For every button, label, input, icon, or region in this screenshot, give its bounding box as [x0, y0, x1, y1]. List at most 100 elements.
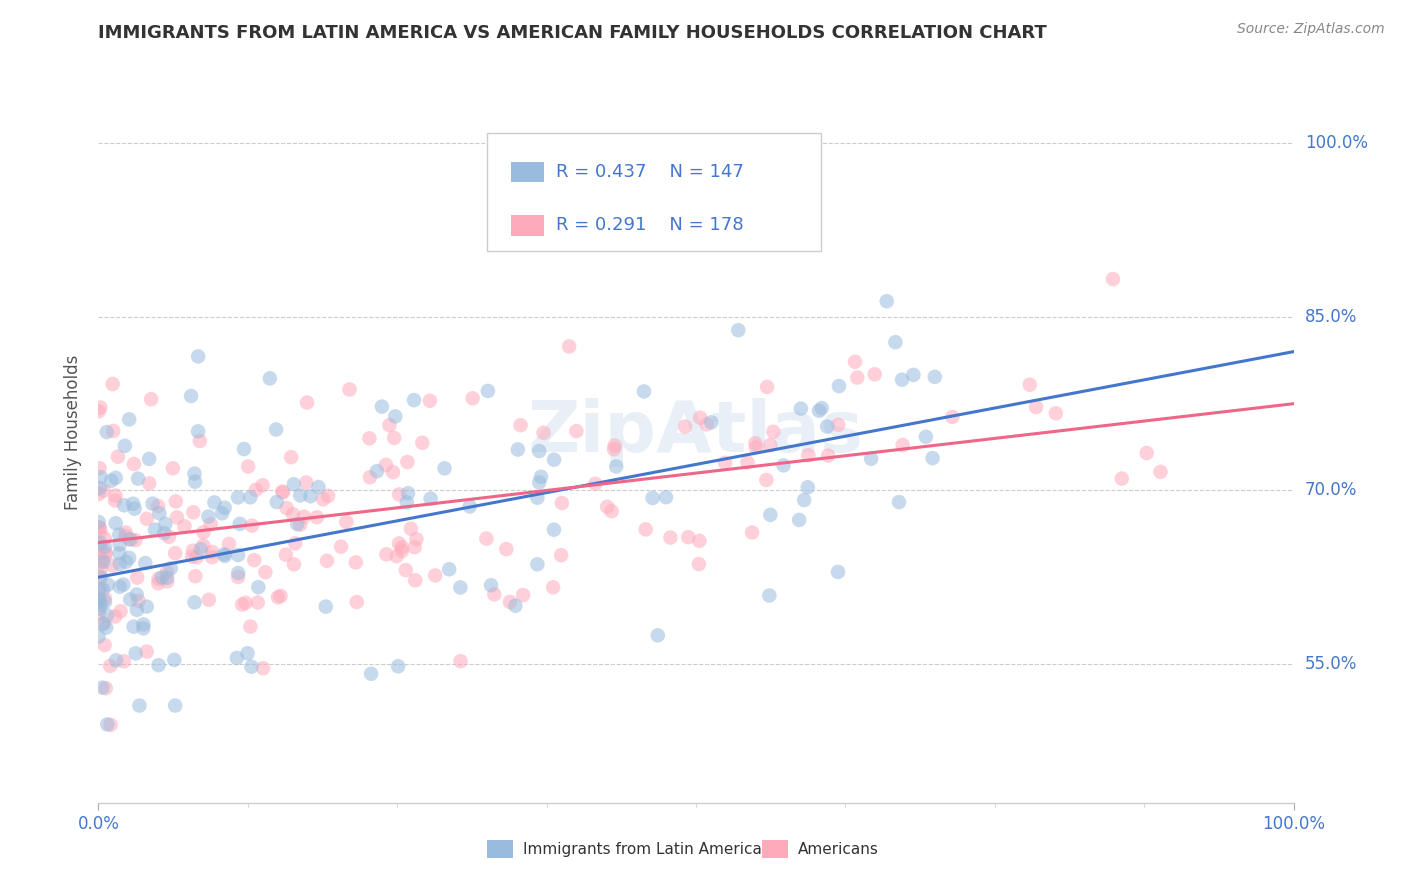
- Point: [163, 653, 186, 667]
- Point: [134, 556, 156, 570]
- Point: [193, 539, 215, 553]
- Point: [165, 698, 187, 713]
- Point: [1045, 406, 1067, 420]
- Point: [87, 591, 110, 606]
- Point: [114, 439, 136, 453]
- Point: [150, 570, 173, 584]
- Point: [155, 516, 177, 531]
- Point: [128, 698, 150, 713]
- Point: [201, 545, 224, 559]
- Point: [94, 547, 117, 561]
- Point: [797, 448, 820, 462]
- FancyBboxPatch shape: [510, 215, 544, 235]
- Point: [108, 557, 131, 571]
- Point: [91, 617, 114, 632]
- Point: [737, 455, 759, 469]
- Point: [87, 595, 110, 609]
- Point: [139, 392, 162, 407]
- Text: Source: ZipAtlas.com: Source: ZipAtlas.com: [1237, 22, 1385, 37]
- Point: [148, 576, 170, 591]
- Point: [689, 410, 711, 425]
- Point: [276, 501, 298, 516]
- Point: [359, 431, 381, 445]
- Point: [815, 419, 838, 434]
- Point: [425, 568, 447, 582]
- Point: [495, 542, 517, 557]
- Point: [181, 543, 204, 558]
- Point: [505, 599, 527, 613]
- Point: [183, 467, 205, 481]
- Point: [89, 401, 111, 415]
- Point: [156, 571, 179, 585]
- Point: [104, 488, 127, 502]
- Point: [385, 549, 408, 564]
- Point: [396, 486, 419, 500]
- Point: [700, 415, 723, 429]
- Point: [104, 493, 127, 508]
- Point: [94, 532, 117, 546]
- Point: [551, 496, 574, 510]
- Point: [218, 537, 240, 551]
- Point: [246, 595, 269, 609]
- Point: [148, 572, 170, 586]
- Point: [87, 592, 110, 607]
- Point: [810, 401, 832, 415]
- Point: [124, 647, 146, 661]
- Point: [335, 515, 357, 529]
- Point: [659, 531, 682, 545]
- Point: [745, 441, 768, 455]
- Point: [741, 525, 763, 540]
- Point: [267, 591, 290, 605]
- Point: [204, 495, 226, 509]
- Point: [214, 549, 236, 563]
- Point: [135, 512, 157, 526]
- FancyBboxPatch shape: [486, 840, 513, 858]
- Point: [808, 403, 831, 417]
- Point: [252, 661, 274, 675]
- Point: [793, 493, 815, 508]
- Point: [884, 335, 907, 350]
- Text: Americans: Americans: [797, 841, 879, 856]
- Point: [759, 438, 782, 452]
- Point: [108, 580, 131, 594]
- Point: [876, 294, 898, 309]
- Text: 70.0%: 70.0%: [1305, 482, 1357, 500]
- Point: [673, 419, 696, 434]
- Point: [214, 500, 236, 515]
- Point: [641, 491, 664, 505]
- Point: [128, 594, 150, 608]
- Point: [388, 536, 411, 550]
- Point: [190, 542, 212, 557]
- Point: [484, 587, 506, 601]
- Point: [156, 574, 179, 589]
- Point: [148, 506, 170, 520]
- Point: [91, 681, 114, 695]
- Point: [96, 425, 118, 439]
- Point: [266, 495, 288, 509]
- Point: [94, 591, 117, 606]
- Point: [239, 619, 262, 633]
- Point: [103, 424, 125, 438]
- Point: [90, 570, 112, 584]
- Point: [198, 592, 221, 607]
- Point: [108, 527, 131, 541]
- Point: [285, 516, 308, 531]
- Point: [89, 524, 111, 539]
- Point: [295, 475, 318, 490]
- Point: [1018, 377, 1040, 392]
- Point: [359, 470, 381, 484]
- Text: Immigrants from Latin America: Immigrants from Latin America: [523, 841, 762, 856]
- Point: [231, 598, 253, 612]
- Point: [104, 609, 127, 624]
- Point: [96, 621, 118, 635]
- Point: [499, 595, 522, 609]
- Point: [112, 577, 135, 591]
- Point: [122, 457, 145, 471]
- Point: [558, 339, 581, 353]
- Point: [226, 491, 249, 505]
- Point: [91, 582, 114, 597]
- Point: [90, 561, 112, 575]
- Point: [96, 717, 118, 731]
- Point: [461, 392, 484, 406]
- Point: [89, 521, 111, 535]
